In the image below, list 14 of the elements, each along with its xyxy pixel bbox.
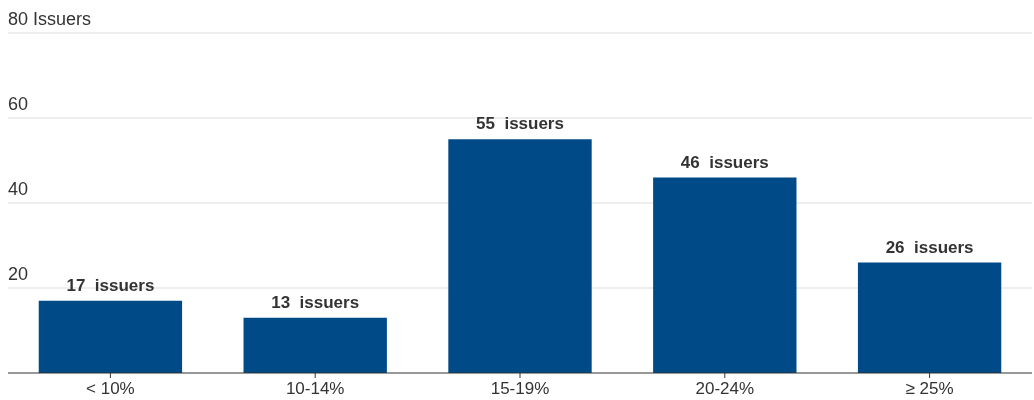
x-tick-label: < 10% [86,379,135,398]
y-tick-label: 80 Issuers [8,9,92,29]
x-tick-label: 15-19% [490,379,550,398]
data-label: 46 issuers [680,152,769,172]
data-label: 55 issuers [476,114,564,134]
y-tick-label: 40 [8,179,29,199]
data-label: 17 issuers [66,275,155,295]
y-tick-label: 60 [8,94,29,114]
x-tick-label: 10-14% [285,379,345,398]
x-tick-label: 20-24% [695,379,755,398]
data-label: 13 issuers [271,292,360,312]
y-tick-label: 20 [8,264,29,284]
x-tick-label: ≥ 25% [905,379,954,398]
data-label: 26 issuers [885,237,974,257]
